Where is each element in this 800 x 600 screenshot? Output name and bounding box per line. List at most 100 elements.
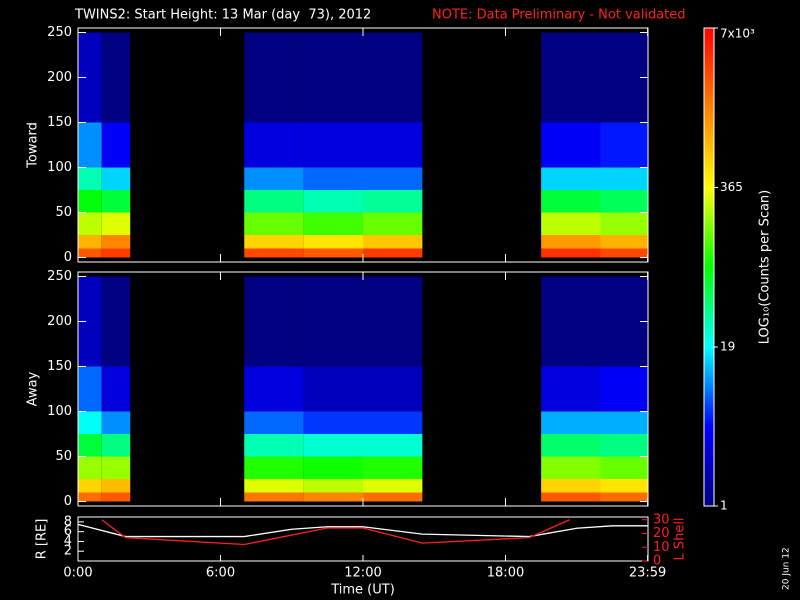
y2-axis-label: L Shell [673,517,688,560]
series-line [77,523,648,538]
y-tick-label: 0 [64,250,72,265]
heat-cell [244,212,304,235]
heat-cell [303,122,363,168]
heat-cell [600,122,648,168]
heat-cell [244,167,304,190]
y-tick-label: 200 [47,314,72,329]
heat-cell [600,212,648,235]
heat-cell [78,248,102,258]
heat-cell [600,411,648,434]
y-tick-label: 6 [64,524,72,539]
heat-cell [78,366,102,412]
heat-cell [244,411,304,434]
heat-cell [363,479,423,493]
colorbar-tick-label: 19 [720,340,735,354]
heat-cell [541,366,601,412]
x-tick-label: 0:00 [63,566,92,581]
x-tick-label: 12:00 [344,566,381,581]
heat-cell [363,366,423,412]
heat-cell [244,248,304,258]
heat-cell [541,235,601,249]
heat-cell [541,434,601,457]
heat-cell [303,212,363,235]
heat-cell [78,492,102,502]
heat-cell [303,276,363,367]
y-tick-label: 50 [55,205,72,220]
heat-cell [363,456,423,479]
heat-cell [78,456,102,479]
heat-cell [600,456,648,479]
heat-cell [363,434,423,457]
y-tick-label: 4 [64,534,72,549]
heat-cell [541,32,601,123]
heat-cell [101,235,131,249]
heat-cell [244,492,304,502]
heat-cell [101,32,131,123]
heat-cell [363,122,423,168]
heat-cell [101,276,131,367]
heat-cell [303,235,363,249]
heat-cell [600,492,648,502]
y-axis-label: R [RE] [35,519,50,560]
heat-cell [101,492,131,502]
heat-cell [101,456,131,479]
heat-cell [101,248,131,258]
heat-cell [303,366,363,412]
heat-cell [600,434,648,457]
heat-cell [244,235,304,249]
heat-cell [244,479,304,493]
heat-cell [541,167,601,190]
y-axis-label: Away [26,371,41,406]
heat-cell [101,366,131,412]
y2-tick-label: 0 [653,554,661,569]
heat-cell [244,366,304,412]
heat-cell [303,492,363,502]
heat-cell [363,276,423,367]
heat-cell [541,492,601,502]
y-axis-label: Toward [26,122,41,169]
heat-cell [541,456,601,479]
y-tick-label: 8 [64,514,72,529]
heat-cell [78,434,102,457]
y-tick-label: 100 [47,160,72,175]
y-tick-label: 250 [47,25,72,40]
heat-cell [541,122,601,168]
heat-cell [78,122,102,168]
x-tick-label: 23:59 [629,566,666,581]
x-axis-label: Time (UT) [330,583,395,598]
heat-cell [78,190,102,213]
heat-cell [363,32,423,123]
x-tick-label: 6:00 [206,566,235,581]
heat-cell [600,479,648,493]
y-tick-label: 50 [55,449,72,464]
heat-cell [303,167,363,190]
heat-cell [78,479,102,493]
colorbar-tick-label: 1 [720,499,728,513]
heat-cell [303,479,363,493]
heat-cell [78,212,102,235]
heat-cell [541,190,601,213]
heat-cell [303,248,363,258]
y2-tick-label: 30 [653,512,670,527]
heat-cell [78,235,102,249]
y2-tick-label: 10 [653,540,670,555]
y-tick-label: 2 [64,544,72,559]
heat-cell [541,411,601,434]
heat-cell [541,479,601,493]
heat-cell [244,276,304,367]
heat-cell [600,235,648,249]
x-tick-label: 18:00 [487,566,524,581]
heat-cell [541,248,601,258]
series-line [101,519,570,546]
heat-cell [101,190,131,213]
heat-cell [303,190,363,213]
heat-cell [244,122,304,168]
heat-cell [600,248,648,258]
chart-title: TWINS2: Start Height: 13 Mar (day 73), 2… [74,8,371,23]
heat-cell [78,167,102,190]
heat-cell [244,456,304,479]
heat-cell [101,411,131,434]
heat-cell [363,190,423,213]
heat-cell [600,366,648,412]
